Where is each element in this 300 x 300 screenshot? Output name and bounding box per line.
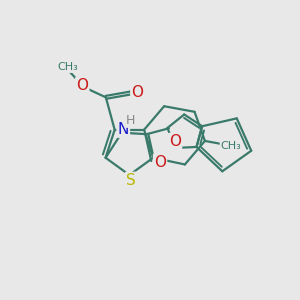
Text: H: H [126, 114, 135, 127]
Text: O: O [131, 85, 143, 100]
Text: O: O [154, 155, 166, 170]
Text: CH₃: CH₃ [220, 141, 242, 151]
Text: O: O [169, 134, 181, 149]
Text: N: N [118, 122, 129, 137]
Text: CH₃: CH₃ [57, 62, 78, 72]
Text: O: O [76, 78, 88, 93]
Text: S: S [126, 173, 136, 188]
